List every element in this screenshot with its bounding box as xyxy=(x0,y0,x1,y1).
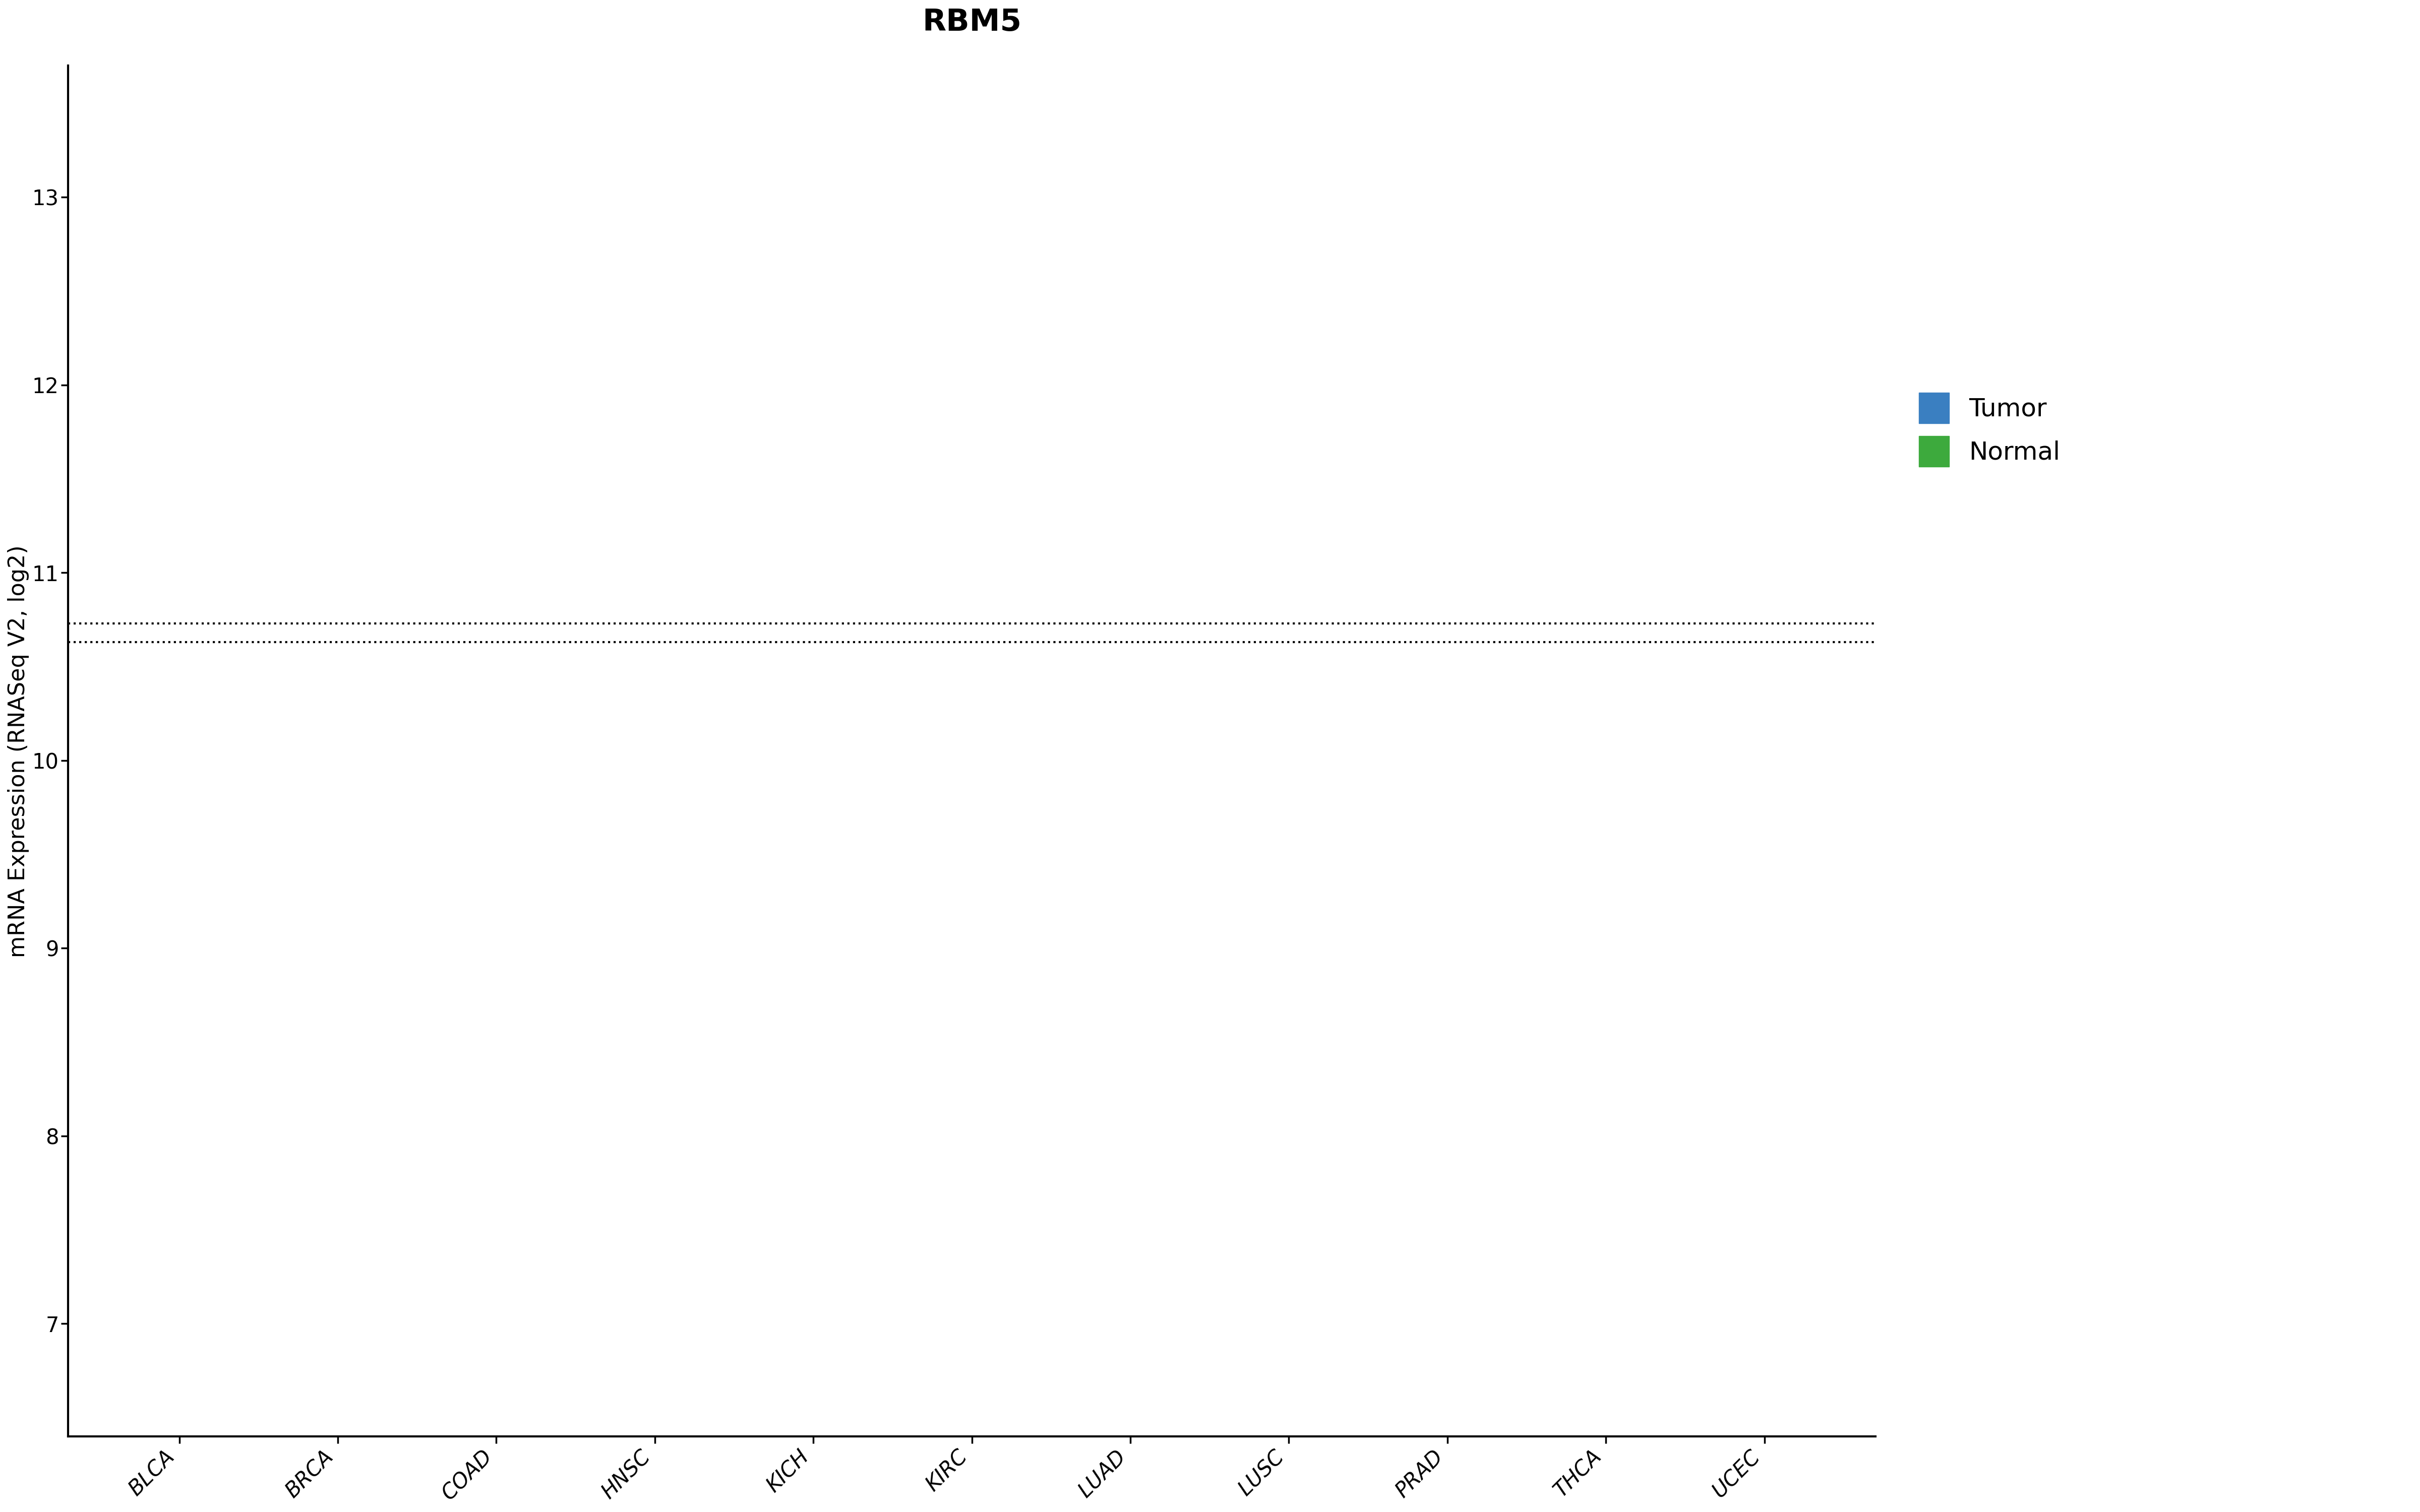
Title: RBM5: RBM5 xyxy=(922,8,1021,38)
Y-axis label: mRNA Expression (RNASeq V2, log2): mRNA Expression (RNASeq V2, log2) xyxy=(7,544,29,957)
Legend: Tumor, Normal: Tumor, Normal xyxy=(1907,380,2074,479)
